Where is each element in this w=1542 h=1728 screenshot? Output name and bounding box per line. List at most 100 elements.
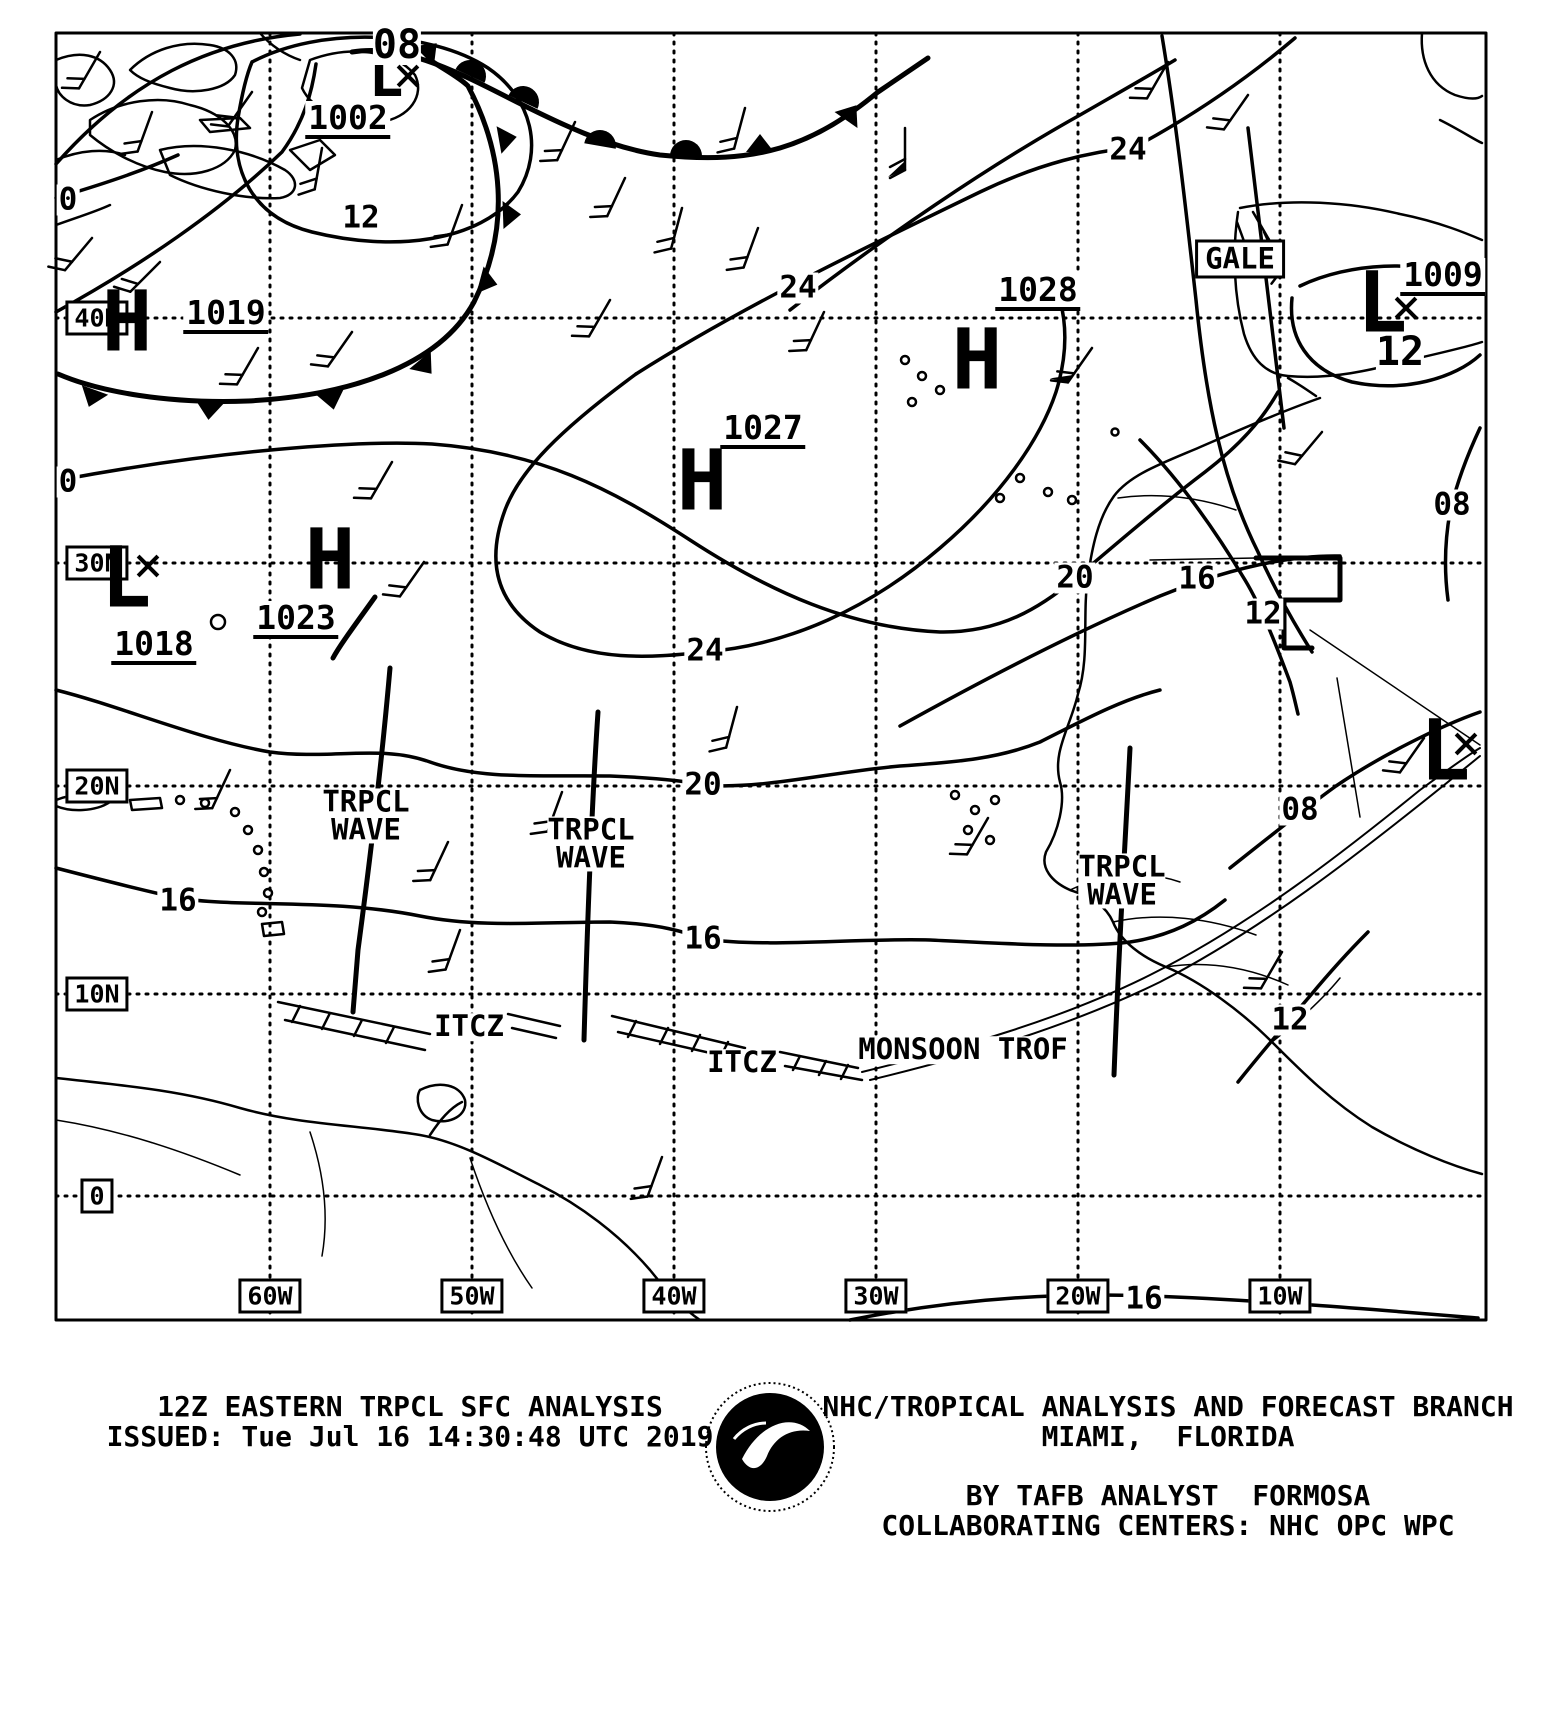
wind-barb bbox=[539, 120, 577, 163]
lon-axis-label: 30W bbox=[844, 1278, 908, 1314]
wind-barb bbox=[629, 1155, 664, 1201]
collaborating-centers: COLLABORATING CENTERS: NHC OPC WPC bbox=[881, 1508, 1455, 1542]
wind-barb bbox=[412, 840, 450, 883]
lat-axis-label: 30N bbox=[65, 545, 129, 581]
isobar-label: 16 bbox=[682, 920, 724, 957]
wind-barb bbox=[1277, 430, 1324, 466]
lat-axis-label: 20N bbox=[65, 768, 129, 804]
wind-barb bbox=[297, 146, 324, 196]
wind-barb bbox=[1205, 93, 1250, 131]
wind-barb bbox=[948, 816, 990, 856]
pressure-value-label: 1028 bbox=[995, 273, 1081, 311]
wind-barb bbox=[218, 346, 260, 386]
wind-barb bbox=[381, 560, 426, 598]
itcz-bands bbox=[276, 1000, 864, 1082]
isobar-label: 08 bbox=[1431, 486, 1473, 523]
wind-barb bbox=[725, 226, 760, 272]
isobar-label: 16 bbox=[157, 882, 199, 919]
isobar-label: 08 bbox=[1279, 791, 1321, 828]
coastline-south-america bbox=[54, 1076, 702, 1322]
pressure-value-label: 1027 bbox=[720, 411, 806, 449]
wind-barb bbox=[194, 768, 232, 811]
wind-barb bbox=[209, 90, 254, 128]
wind-barb bbox=[352, 460, 394, 500]
wind-barb bbox=[570, 298, 612, 338]
noaa-logo bbox=[705, 1382, 835, 1512]
wind-barb bbox=[1049, 346, 1094, 384]
wind-barb bbox=[708, 705, 739, 753]
wind-barb bbox=[119, 110, 154, 156]
pressure-value-label: 1018 bbox=[111, 627, 197, 665]
isobar-label: 12 bbox=[1375, 329, 1425, 375]
cold-front bbox=[55, 57, 521, 420]
graticule-grid bbox=[54, 31, 1488, 1322]
analyst-credit: BY TAFB ANALYST FORMOSA bbox=[965, 1479, 1371, 1513]
isobar-label: 16 bbox=[1123, 1280, 1165, 1317]
center-position-x-marker bbox=[1453, 731, 1479, 757]
pressure-value-label: 1019 bbox=[183, 296, 269, 334]
isobar-label: 0 bbox=[56, 463, 80, 500]
map-frame bbox=[54, 31, 1488, 1322]
isobar-label: 12 bbox=[1242, 595, 1284, 632]
lon-axis-label: 20W bbox=[1046, 1278, 1110, 1314]
monsoon-trough-label: MONSOON TROF bbox=[858, 1032, 1068, 1067]
wind-barb bbox=[47, 236, 94, 272]
tropical-wave-label: TRPCL WAVE bbox=[1078, 849, 1166, 911]
wind-barb bbox=[1242, 950, 1284, 990]
chart-title: 12Z EASTERN TRPCL SFC ANALYSIS bbox=[157, 1390, 663, 1423]
wind-barb bbox=[589, 176, 627, 219]
lon-axis-label: 60W bbox=[238, 1278, 302, 1314]
isobar-label: 24 bbox=[1107, 131, 1149, 168]
center-position-x-marker bbox=[1393, 295, 1419, 321]
wind-barb bbox=[716, 106, 747, 154]
isobar-label: 24 bbox=[777, 269, 819, 306]
occluded-front bbox=[349, 43, 931, 161]
pressure-value-label: 1023 bbox=[253, 601, 339, 639]
center-position-x-marker bbox=[395, 63, 421, 89]
center-position-x-marker bbox=[135, 553, 161, 579]
wind-barb bbox=[429, 203, 464, 249]
isobars bbox=[54, 32, 1482, 1322]
isobar-label: 20 bbox=[682, 766, 724, 803]
lat-axis-label: 40N bbox=[65, 300, 129, 336]
pressure-value-label: 1009 bbox=[1400, 258, 1486, 296]
isobar-label: 16 bbox=[1176, 560, 1218, 597]
gale-warning-label: GALE bbox=[1195, 239, 1285, 279]
branch-name: NHC/TROPICAL ANALYSIS AND FORECAST BRANC… bbox=[822, 1390, 1514, 1423]
isobar-label: 12 bbox=[340, 199, 382, 236]
high-center-symbol: H bbox=[951, 310, 1003, 409]
lat-axis-label: 10N bbox=[65, 976, 129, 1012]
lat-axis-label: 0 bbox=[80, 1178, 114, 1214]
isobar-label: 08 bbox=[372, 22, 422, 68]
wind-barb bbox=[1381, 736, 1426, 774]
wind-barb bbox=[60, 50, 102, 90]
station-markers bbox=[209, 613, 227, 631]
wind-barb bbox=[788, 310, 826, 353]
high-center-symbol: H bbox=[101, 272, 153, 371]
high-center-symbol: H bbox=[304, 510, 356, 609]
coastline-europe-africa bbox=[899, 31, 1484, 1176]
wind-barb bbox=[888, 126, 907, 180]
tropical-wave-label: TRPCL WAVE bbox=[547, 812, 635, 874]
wind-barb bbox=[309, 330, 354, 368]
lon-axis-label: 50W bbox=[440, 1278, 504, 1314]
isobar-label: 20 bbox=[1054, 559, 1096, 596]
isobar-label: 0 bbox=[56, 181, 80, 218]
lon-axis-label: 10W bbox=[1248, 1278, 1312, 1314]
isobar-label: 12 bbox=[1269, 1001, 1311, 1038]
pressure-value-label: 1002 bbox=[305, 101, 391, 139]
station-circle bbox=[209, 613, 227, 631]
isobar-label: 24 bbox=[684, 632, 726, 669]
wind-barb bbox=[427, 928, 462, 974]
wind-barb bbox=[1128, 60, 1170, 100]
lon-axis-label: 40W bbox=[642, 1278, 706, 1314]
wind-barb bbox=[112, 260, 162, 293]
itcz-label: ITCZ bbox=[434, 1009, 504, 1044]
issued-timestamp: ISSUED: Tue Jul 16 14:30:48 UTC 2019 bbox=[106, 1419, 714, 1453]
wind-barb bbox=[653, 206, 684, 254]
itcz-label: ITCZ bbox=[707, 1045, 777, 1080]
high-center-symbol: H bbox=[676, 431, 728, 530]
footer-issued-block: 12Z EASTERN TRPCL SFC ANALYSIS ISSUED: T… bbox=[80, 1392, 740, 1451]
tropical-wave-label: TRPCL WAVE bbox=[322, 784, 410, 846]
